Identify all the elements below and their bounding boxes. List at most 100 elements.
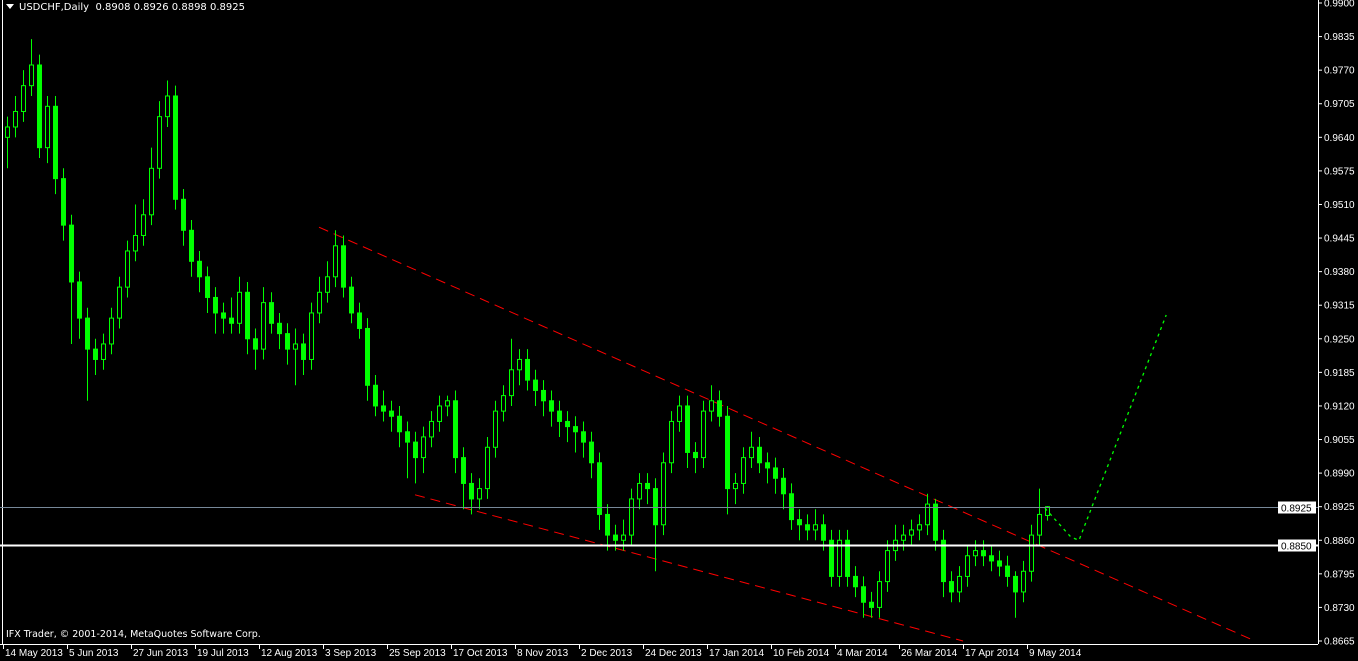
time-tick-label: 26 Mar 2014	[901, 648, 958, 659]
time-tick-label: 14 May 2013	[5, 648, 63, 659]
candle-body-bull	[1045, 506, 1050, 516]
time-tick-label: 19 Jul 2013	[197, 648, 249, 659]
candle	[749, 431, 754, 468]
candle-body-bear	[821, 524, 826, 541]
candle-body-bear	[941, 539, 946, 583]
candle	[205, 266, 210, 313]
candle	[901, 524, 906, 551]
candle-body-bull	[333, 245, 338, 278]
candle	[37, 54, 42, 158]
candle-body-bear	[773, 467, 778, 479]
candle	[501, 385, 506, 422]
candle-body-bear	[949, 581, 954, 593]
candle	[365, 318, 370, 401]
candle	[517, 349, 522, 386]
candle-body-bear	[653, 488, 658, 526]
candle	[437, 395, 442, 432]
candle	[277, 312, 282, 350]
copyright-text: IFX Trader, © 2001-2014, MetaQuotes Soft…	[6, 629, 261, 640]
candle	[229, 297, 234, 334]
price-tick-label: 0.9250	[1324, 334, 1355, 345]
candle-body-bear	[541, 389, 546, 402]
candle-body-bear	[557, 410, 562, 422]
price-tick-label: 0.8730	[1324, 603, 1355, 614]
price-tick-label: 0.9315	[1324, 301, 1355, 312]
candle-body-bear	[1013, 575, 1018, 593]
candle-body-bull	[149, 167, 154, 216]
candle-body-bull	[957, 575, 962, 593]
candle	[13, 95, 18, 138]
candle-body-bear	[845, 539, 850, 577]
candle-body-bull	[661, 462, 666, 526]
candle-body-bear	[597, 462, 602, 515]
candle	[221, 302, 226, 334]
candle	[93, 338, 98, 375]
candle-body-bear	[69, 224, 74, 283]
candle	[941, 529, 946, 598]
candle	[757, 436, 762, 474]
candle	[5, 116, 10, 169]
candle-body-bear	[861, 586, 866, 603]
candle-body-bear	[781, 477, 786, 495]
candle-body-bear	[685, 405, 690, 453]
price-tick-label: 0.9835	[1324, 32, 1355, 43]
price-tick-label: 0.9575	[1324, 166, 1355, 177]
candle	[925, 493, 930, 536]
candle	[165, 80, 170, 127]
candle-body-bull	[133, 234, 138, 252]
candle	[645, 473, 650, 505]
time-tick-label: 12 Aug 2013	[261, 648, 318, 659]
candle-body-bull	[237, 291, 242, 324]
candle-body-bear	[189, 229, 194, 262]
candle-body-bear	[53, 105, 58, 180]
candle-body-bear	[853, 575, 858, 588]
candle-body-bull	[701, 410, 706, 459]
candle-body-bull	[909, 529, 914, 536]
candle	[637, 473, 642, 510]
candle	[285, 323, 290, 365]
candle	[109, 307, 114, 355]
candle	[597, 452, 602, 530]
time-tick-label: 27 Jun 2013	[133, 648, 188, 659]
candle-body-bear	[205, 276, 210, 298]
candle	[53, 95, 58, 195]
candle-body-bear	[805, 524, 810, 531]
candle-body-bear	[469, 482, 474, 500]
candle-body-bear	[717, 400, 722, 417]
candle	[541, 380, 546, 417]
time-tick-label: 25 Sep 2013	[389, 648, 446, 659]
candle	[261, 287, 266, 360]
price-tick-label: 0.9185	[1324, 368, 1355, 379]
candle-body-bear	[221, 312, 226, 319]
price-tick-label: 0.9640	[1324, 133, 1355, 144]
candle	[181, 188, 186, 246]
candle-body-bull	[509, 369, 514, 397]
candle	[717, 390, 722, 427]
candle	[477, 478, 482, 510]
candle-body-bear	[613, 534, 618, 541]
candle	[45, 95, 50, 164]
price-tag-bid: 0.8925	[1278, 501, 1316, 515]
candle	[1037, 488, 1042, 546]
dropdown-triangle-icon[interactable]	[6, 4, 14, 9]
candle-body-bear	[565, 420, 570, 428]
candle	[701, 400, 706, 468]
time-tick-label: 2 Dec 2013	[581, 648, 633, 659]
time-tick-label: 17 Oct 2013	[453, 648, 508, 659]
candle	[1045, 506, 1050, 521]
candle-body-bear	[341, 245, 346, 288]
price-tag-support: 0.8850	[1278, 539, 1316, 553]
candle-body-bear	[797, 519, 802, 526]
time-tick-label: 10 Feb 2014	[773, 648, 830, 659]
candle	[605, 504, 610, 551]
candle-body-bull	[709, 400, 714, 412]
candle	[549, 390, 554, 427]
time-tick-label: 24 Dec 2013	[645, 648, 702, 659]
candle	[341, 235, 346, 298]
candle	[869, 591, 874, 618]
candle-body-bear	[397, 415, 402, 433]
candle	[101, 333, 106, 370]
candle-body-bull	[157, 116, 162, 169]
candle-body-bear	[197, 260, 202, 278]
